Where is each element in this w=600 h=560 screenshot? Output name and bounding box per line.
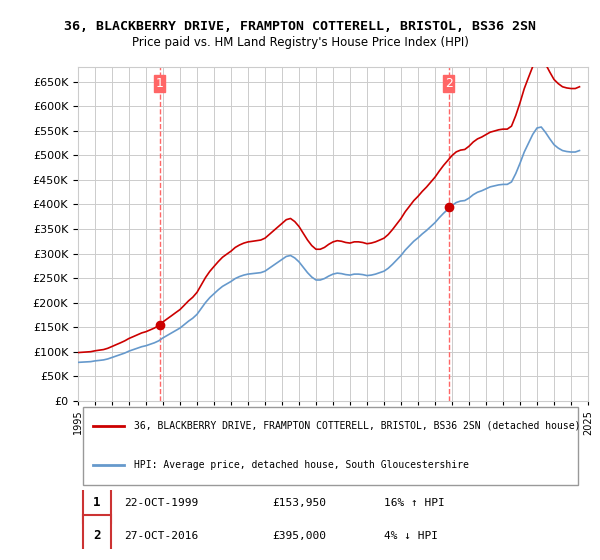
Text: £153,950: £153,950 [272,498,326,507]
Text: 36, BLACKBERRY DRIVE, FRAMPTON COTTERELL, BRISTOL, BS36 2SN: 36, BLACKBERRY DRIVE, FRAMPTON COTTERELL… [64,20,536,32]
FancyBboxPatch shape [83,482,111,523]
Text: 22-OCT-1999: 22-OCT-1999 [124,498,198,507]
Text: 27-OCT-2016: 27-OCT-2016 [124,531,198,541]
Text: HPI: Average price, detached house, South Gloucestershire: HPI: Average price, detached house, Sout… [134,460,469,470]
Text: 2: 2 [445,77,452,90]
Text: 1: 1 [155,77,164,90]
Text: 4% ↓ HPI: 4% ↓ HPI [384,531,438,541]
FancyBboxPatch shape [83,407,578,485]
Text: 2: 2 [93,529,101,542]
Text: Price paid vs. HM Land Registry's House Price Index (HPI): Price paid vs. HM Land Registry's House … [131,36,469,49]
Text: 1: 1 [93,496,101,509]
FancyBboxPatch shape [83,515,111,557]
Text: £395,000: £395,000 [272,531,326,541]
Text: 16% ↑ HPI: 16% ↑ HPI [384,498,445,507]
Text: 36, BLACKBERRY DRIVE, FRAMPTON COTTERELL, BRISTOL, BS36 2SN (detached house): 36, BLACKBERRY DRIVE, FRAMPTON COTTERELL… [134,421,581,431]
